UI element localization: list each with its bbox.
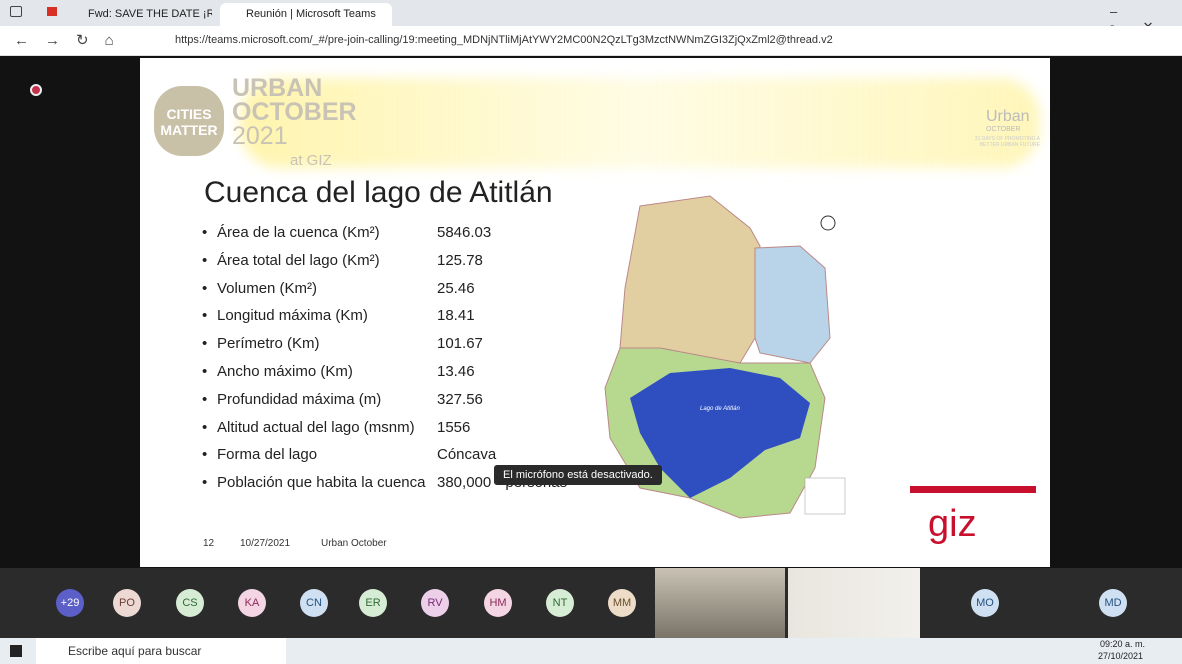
- participant-avatar[interactable]: PO: [113, 589, 141, 617]
- participant-avatar[interactable]: CN: [300, 589, 328, 617]
- slide-title: Cuenca del lago de Atitlán: [204, 176, 553, 210]
- clock-date[interactable]: 27/10/2021: [1098, 651, 1143, 661]
- bullet: •: [202, 363, 207, 380]
- participant-avatar[interactable]: NT: [546, 589, 574, 617]
- tab-bar: Fwd: SAVE THE DATE ¡Reduzcam Reunión | M…: [0, 0, 1182, 26]
- address-bar: ←→↻⌂ https://teams.microsoft.com/_#/pre-…: [0, 26, 1182, 56]
- footer-page: 12: [203, 538, 214, 549]
- participant-avatar[interactable]: KA: [238, 589, 266, 617]
- item-value: 1556: [437, 419, 470, 436]
- screen: Fwd: SAVE THE DATE ¡Reduzcam Reunión | M…: [0, 0, 1182, 664]
- item-label: Población que habita la cuenca: [217, 474, 426, 491]
- logo-line: URBAN: [232, 76, 357, 100]
- tab[interactable]: Fwd: SAVE THE DATE ¡Reduzcam: [62, 3, 212, 26]
- item-value: 101.67: [437, 335, 483, 352]
- map-legend: [805, 478, 845, 514]
- item-value: 25.46: [437, 280, 475, 297]
- item-label: Longitud máxima (Km): [217, 307, 368, 324]
- bullet: •: [202, 307, 207, 324]
- slide: CITIES MATTER URBAN OCTOBER 2021 at GIZ …: [140, 58, 1050, 567]
- nav-buttons[interactable]: ←→↻⌂: [14, 31, 130, 49]
- right-tagline: 31 DAYS OF PROMOTING A BETTER URBAN FUTU…: [960, 136, 1040, 148]
- taskbar: Escribe aquí para buscar 09:20 a. m. 27/…: [0, 638, 1182, 664]
- right-logo: Urban: [986, 108, 1030, 126]
- item-label: Volumen (Km²): [217, 280, 317, 297]
- logo-line: at GIZ: [290, 152, 332, 169]
- item-label: Perímetro (Km): [217, 335, 320, 352]
- item-value: 327.56: [437, 391, 483, 408]
- tab-active[interactable]: Reunión | Microsoft Teams: [220, 3, 392, 26]
- footer-date: 10/27/2021: [240, 538, 290, 549]
- item-label: Área total del lago (Km²): [217, 252, 380, 269]
- bullet: •: [202, 280, 207, 297]
- item-value: 5846.03: [437, 224, 491, 241]
- participant-avatar[interactable]: ER: [359, 589, 387, 617]
- urban-logo: URBAN OCTOBER 2021: [232, 76, 357, 148]
- giz-bar: [910, 486, 1036, 493]
- header-brush: [240, 78, 1040, 168]
- participant-avatar[interactable]: MO: [971, 589, 999, 617]
- participant-avatar[interactable]: RV: [421, 589, 449, 617]
- item-label: Ancho máximo (Km): [217, 363, 353, 380]
- participant-avatar[interactable]: MD: [1099, 589, 1127, 617]
- right-logo-sub: OCTOBER: [986, 126, 1021, 133]
- participant-avatar[interactable]: MM: [608, 589, 636, 617]
- item-value: Cóncava: [437, 446, 496, 463]
- map-label: Lago de Atitlán: [700, 406, 740, 412]
- item-value: 13.46: [437, 363, 475, 380]
- video-tile[interactable]: [655, 568, 785, 638]
- logo-line: 2021: [232, 124, 357, 148]
- bullet: •: [202, 335, 207, 352]
- cities-matter-logo: CITIES MATTER: [154, 86, 224, 156]
- item-label: Altitud actual del lago (msnm): [217, 419, 415, 436]
- item-label: Área de la cuenca (Km²): [217, 224, 380, 241]
- url[interactable]: https://teams.microsoft.com/_#/pre-join-…: [175, 34, 833, 46]
- participants-bar: +29 PO CS KA CN ER RV HM NT MM MO MD: [0, 568, 1182, 638]
- bullet: •: [202, 446, 207, 463]
- compass: [821, 216, 835, 230]
- logo-line: OCTOBER: [232, 100, 357, 124]
- bullet: •: [202, 474, 207, 491]
- search-box[interactable]: Escribe aquí para buscar: [36, 638, 286, 664]
- start-button[interactable]: [10, 645, 22, 657]
- mic-tooltip: El micrófono está desactivado.: [494, 465, 662, 485]
- map-region-east: [755, 246, 830, 363]
- participant-avatar[interactable]: CS: [176, 589, 204, 617]
- item-label: Profundidad máxima (m): [217, 391, 381, 408]
- participant-avatar[interactable]: +29: [56, 589, 84, 617]
- bullet: •: [202, 419, 207, 436]
- tab-actions-icon[interactable]: [10, 6, 22, 17]
- footer-event: Urban October: [321, 538, 387, 549]
- bullet: •: [202, 252, 207, 269]
- item-label: Forma del lago: [217, 446, 317, 463]
- meeting-stage: CITIES MATTER URBAN OCTOBER 2021 at GIZ …: [0, 56, 1182, 568]
- item-value: 125.78: [437, 252, 483, 269]
- bullet: •: [202, 391, 207, 408]
- bullet: •: [202, 224, 207, 241]
- giz-logo: giz: [928, 503, 977, 546]
- recording-indicator: [30, 84, 42, 96]
- gmail-icon: [47, 7, 57, 16]
- participant-avatar[interactable]: HM: [484, 589, 512, 617]
- map-region-north: [620, 196, 760, 363]
- clock-time[interactable]: 09:20 a. m.: [1100, 639, 1145, 649]
- item-value: 18.41: [437, 307, 475, 324]
- video-tile[interactable]: [788, 568, 920, 638]
